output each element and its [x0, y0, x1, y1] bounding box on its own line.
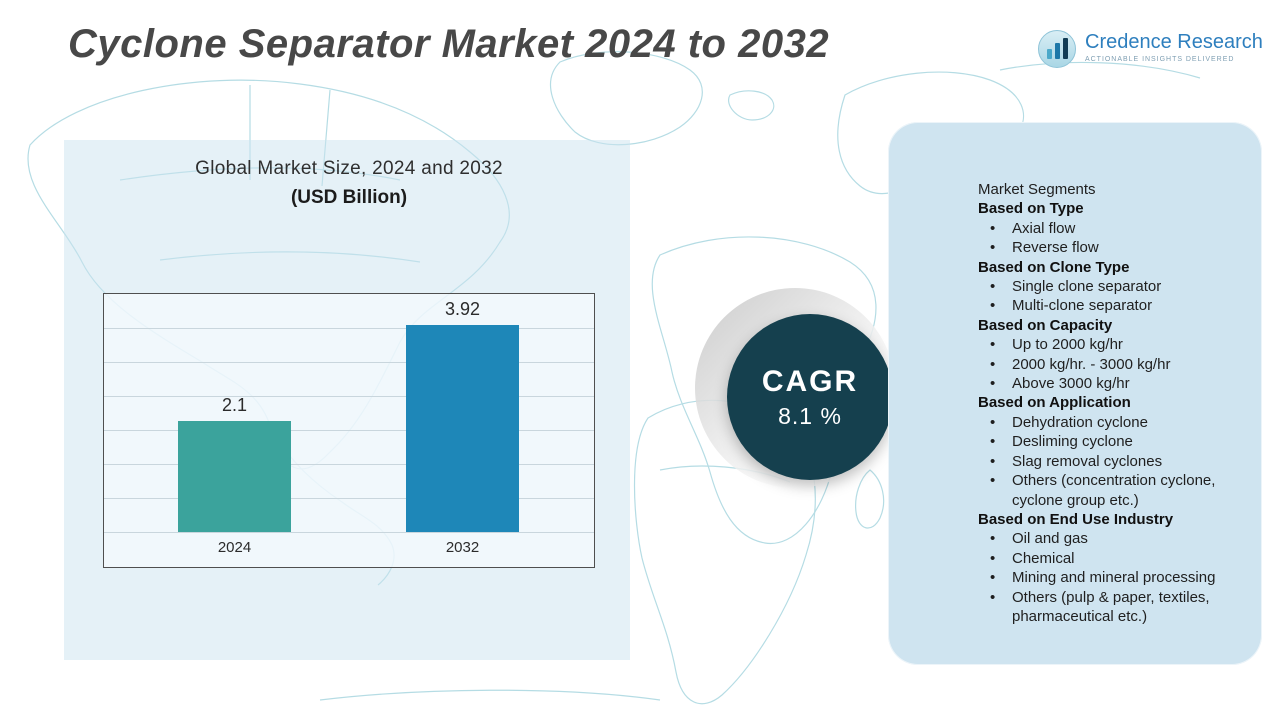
segments-title: Market Segments [978, 181, 1096, 198]
gridline [104, 430, 594, 431]
logo-bar [1054, 43, 1060, 59]
bar-value-label: 3.92 [444, 299, 481, 319]
logo-bar [1046, 49, 1052, 59]
segment-group-heading: Based on Clone Type [978, 258, 1130, 276]
credence-research-logo: Credence Research Actionable Insights De… [1038, 30, 1263, 68]
bar-chart: 2.1 3.92 2024 2032 [103, 293, 595, 568]
gridline [104, 498, 594, 499]
segment-item: Desliming cyclone [978, 432, 1246, 452]
segment-item-list: Oil and gasChemicalMining and mineral pr… [978, 529, 1246, 626]
logo-tagline: Actionable Insights Delivered [1085, 56, 1235, 63]
segment-item: Multi-clone separator [978, 296, 1246, 316]
chart-subtitle: (USD Billion) [290, 187, 408, 208]
gridline [104, 328, 594, 329]
segment-item: Single clone separator [978, 277, 1246, 297]
cagr-badge: CAGR 8.1 % [727, 314, 893, 480]
segment-group-heading: Based on Capacity [978, 316, 1113, 334]
segments-groups: Based on TypeAxial flowReverse flowBased… [978, 199, 1246, 626]
segment-item: Dehydration cyclone [978, 413, 1246, 433]
cagr-label: CAGR [761, 364, 859, 398]
gridline [104, 464, 594, 465]
bar-2032: 3.92 [406, 299, 519, 532]
segment-item: 2000 kg/hr. - 3000 kg/hr [978, 355, 1246, 375]
gridline [104, 362, 594, 363]
segment-item-list: Dehydration cycloneDesliming cycloneSlag… [978, 413, 1246, 510]
segment-item: Others (concentration cyclone, cyclone g… [978, 471, 1246, 510]
chart-title: Global Market Size, 2024 and 2032 [195, 158, 503, 179]
chart-plot: 2.1 3.92 [104, 294, 594, 533]
x-tick-label: 2024 [217, 539, 252, 556]
segment-group-heading: Based on Application [978, 394, 1131, 412]
logo-bar-chart-icon [1038, 30, 1076, 68]
logo-name: Credence Research [1085, 31, 1263, 53]
chart-title-block: Global Market Size, 2024 and 2032 (USD B… [103, 158, 595, 209]
segment-item: Chemical [978, 549, 1246, 569]
gridline [104, 532, 594, 533]
gridline [104, 396, 594, 397]
segment-item-list: Single clone separatorMulti-clone separa… [978, 277, 1246, 316]
segment-item: Others (pulp & paper, textiles, pharmace… [978, 588, 1246, 627]
cagr-value: 8.1 % [778, 402, 842, 429]
segment-item: Up to 2000 kg/hr [978, 335, 1246, 355]
segment-item: Mining and mineral processing [978, 568, 1246, 588]
segment-item-list: Axial flowReverse flow [978, 219, 1246, 258]
bar-value-label: 2.1 [221, 395, 248, 415]
segment-item: Oil and gas [978, 529, 1246, 549]
logo-text: Credence Research Actionable Insights De… [1085, 30, 1263, 63]
segment-item: Above 3000 kg/hr [978, 374, 1246, 394]
market-segments-panel: Market Segments Based on TypeAxial flowR… [888, 122, 1262, 665]
segment-item-list: Up to 2000 kg/hr2000 kg/hr. - 3000 kg/hr… [978, 335, 1246, 394]
logo-bar [1062, 38, 1068, 59]
segment-group-heading: Based on End Use Industry [978, 510, 1174, 528]
bar-2024: 2.1 [178, 395, 291, 532]
page-title: Cyclone Separator Market 2024 to 2032 [68, 22, 830, 66]
x-tick-label: 2032 [445, 539, 480, 556]
segment-item: Reverse flow [978, 238, 1246, 258]
segment-group-heading: Based on Type [978, 200, 1084, 218]
segment-item: Slag removal cyclones [978, 452, 1246, 472]
chart-xaxis: 2024 2032 [104, 530, 594, 567]
segment-item: Axial flow [978, 219, 1246, 239]
